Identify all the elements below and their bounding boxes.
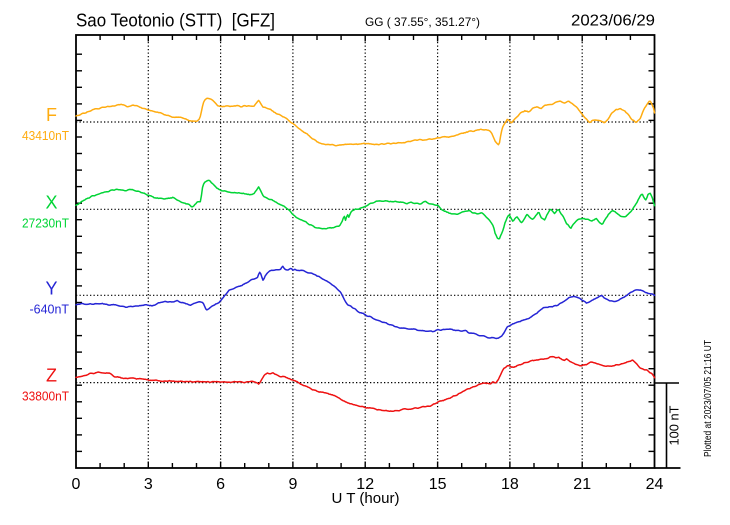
svg-text:9: 9 <box>288 476 297 493</box>
svg-text:-640nT: -640nT <box>30 301 70 316</box>
svg-text:Plotted at 2023/07/05 21:16 UT: Plotted at 2023/07/05 21:16 UT <box>703 340 714 457</box>
svg-text:6: 6 <box>216 476 225 493</box>
svg-text:33800nT: 33800nT <box>22 389 69 404</box>
svg-text:F: F <box>46 105 57 125</box>
svg-text:24: 24 <box>646 476 664 493</box>
svg-text:Y: Y <box>45 278 57 298</box>
svg-text:U T (hour): U T (hour) <box>332 490 400 507</box>
svg-text:12: 12 <box>356 476 374 493</box>
svg-text:GG ( 37.55°, 351.27°): GG ( 37.55°, 351.27°) <box>365 15 480 29</box>
svg-text:21: 21 <box>573 476 591 493</box>
svg-text:18: 18 <box>501 476 519 493</box>
svg-text:15: 15 <box>429 476 447 493</box>
svg-text:27230nT: 27230nT <box>22 215 69 230</box>
svg-text:3: 3 <box>144 476 153 493</box>
svg-text:X: X <box>45 192 57 212</box>
svg-text:Z: Z <box>46 366 57 386</box>
svg-text:Sao Teotonio (STT) [GFZ]: Sao Teotonio (STT) [GFZ] <box>76 10 275 30</box>
svg-text:2023/06/29: 2023/06/29 <box>571 13 655 30</box>
svg-text:100 nT: 100 nT <box>668 405 682 445</box>
svg-text:43410nT: 43410nT <box>22 128 69 143</box>
svg-text:0: 0 <box>72 476 81 493</box>
